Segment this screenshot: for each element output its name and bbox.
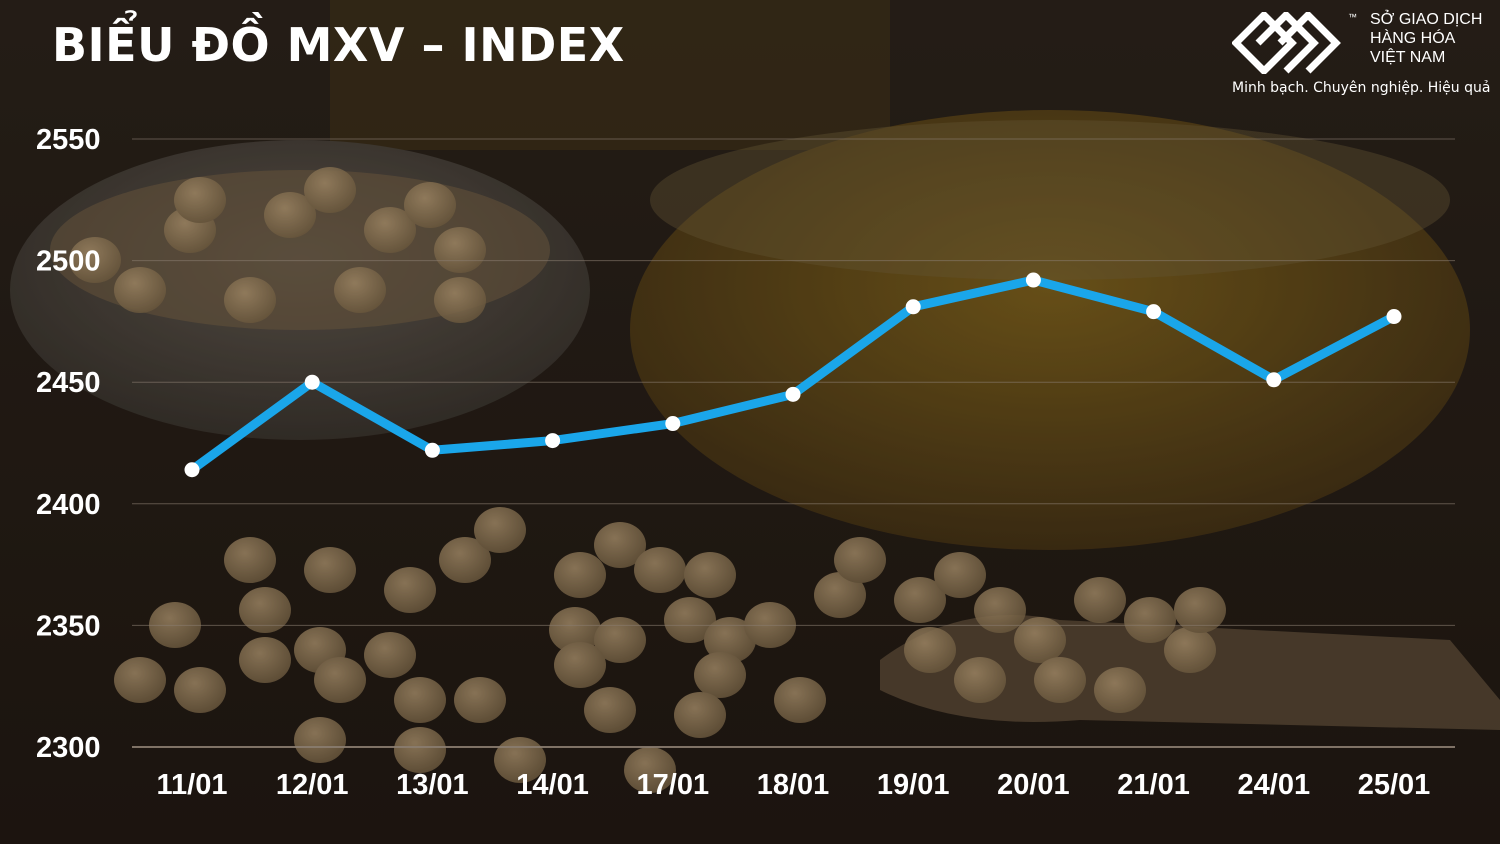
soybean-decoration xyxy=(894,577,946,623)
soybean-decoration xyxy=(294,717,346,763)
soybean-decoration xyxy=(1094,667,1146,713)
x-tick-label: 13/01 xyxy=(396,769,469,801)
x-tick-label: 17/01 xyxy=(637,769,710,801)
soybean-decoration xyxy=(494,737,546,783)
soybean-decoration xyxy=(174,667,226,713)
soybean-decoration xyxy=(1174,587,1226,633)
data-point xyxy=(1025,272,1041,288)
soybean-decoration xyxy=(264,192,316,238)
data-point xyxy=(545,433,561,449)
soybean-decoration xyxy=(174,177,226,223)
y-tick-label: 2400 xyxy=(36,489,101,521)
soybean-decoration xyxy=(694,652,746,698)
soybean-decoration xyxy=(554,552,606,598)
x-tick-label: 14/01 xyxy=(516,769,589,801)
soybean-decoration xyxy=(394,677,446,723)
x-tick-label: 20/01 xyxy=(997,769,1070,801)
soybean-decoration xyxy=(334,267,386,313)
soybean-decoration xyxy=(1164,627,1216,673)
soybean-decoration xyxy=(594,617,646,663)
y-tick-label: 2450 xyxy=(36,367,101,399)
x-tick-label: 19/01 xyxy=(877,769,950,801)
data-point xyxy=(304,374,320,390)
data-point xyxy=(1146,304,1162,320)
soybean-decoration xyxy=(364,632,416,678)
slogan: Minh bạch. Chuyên nghiệp. Hiệu quả xyxy=(1232,80,1491,96)
soybean-decoration xyxy=(624,747,676,793)
soybean-decoration xyxy=(474,507,526,553)
soybean-decoration xyxy=(239,587,291,633)
trademark-symbol: ™ xyxy=(1348,12,1357,22)
x-tick-label: 21/01 xyxy=(1117,769,1190,801)
x-tick-label: 18/01 xyxy=(757,769,830,801)
soybean-decoration xyxy=(634,547,686,593)
soybean-decoration xyxy=(584,687,636,733)
soybean-decoration xyxy=(664,597,716,643)
soybean-decoration xyxy=(1124,597,1176,643)
soybean-decoration xyxy=(684,552,736,598)
soybean-decoration xyxy=(1034,657,1086,703)
soybean-decoration xyxy=(814,572,866,618)
soybean-decoration xyxy=(954,657,1006,703)
data-point xyxy=(184,462,200,478)
data-point xyxy=(1266,372,1282,388)
soybean-decoration xyxy=(974,587,1026,633)
logo-mark-icon xyxy=(1232,12,1341,74)
soybean-decoration xyxy=(224,277,276,323)
organization-name: SỞ GIAO DỊCH HÀNG HÓA VIỆT NAM xyxy=(1370,11,1483,66)
soybean-decoration xyxy=(549,607,601,653)
soybean-decoration xyxy=(314,657,366,703)
soybean-decoration xyxy=(434,277,486,323)
soybean-decoration xyxy=(1014,617,1066,663)
soybean-decoration xyxy=(304,547,356,593)
chart-title: BIỂU ĐỒ MXV – INDEX xyxy=(52,18,625,72)
y-tick-label: 2300 xyxy=(36,732,101,764)
soybean-decoration xyxy=(304,167,356,213)
x-tick-label: 24/01 xyxy=(1238,769,1311,801)
soybean-decoration xyxy=(114,657,166,703)
soybean-decoration xyxy=(594,522,646,568)
soybean-decoration xyxy=(69,237,121,283)
series-line xyxy=(187,275,1399,475)
x-tick-label: 12/01 xyxy=(276,769,349,801)
soybean-decoration xyxy=(454,677,506,723)
x-tick-label: 25/01 xyxy=(1358,769,1431,801)
soybean-decoration xyxy=(384,567,436,613)
x-tick-label: 11/01 xyxy=(157,769,228,801)
company-logo: ™ SỞ GIAO DỊCH HÀNG HÓA VIỆT NAM Minh bạ… xyxy=(1232,10,1492,106)
soybean-decoration xyxy=(704,617,756,663)
y-tick-label: 2350 xyxy=(36,610,101,642)
data-point xyxy=(1386,309,1402,325)
soybean-decoration xyxy=(774,677,826,723)
soybean-decoration xyxy=(439,537,491,583)
y-tick-label: 2550 xyxy=(36,124,101,156)
data-point xyxy=(785,386,801,402)
data-point xyxy=(424,442,440,458)
soybean-decoration xyxy=(1074,577,1126,623)
soybean-decoration xyxy=(674,692,726,738)
soybean-decoration xyxy=(834,537,886,583)
soybean-decoration xyxy=(554,642,606,688)
soybean-decoration xyxy=(114,267,166,313)
soybean-decoration xyxy=(904,627,956,673)
soybean-decoration xyxy=(434,227,486,273)
soybean-decoration xyxy=(934,552,986,598)
soybean-decoration xyxy=(394,727,446,773)
y-tick-label: 2500 xyxy=(36,246,101,278)
data-point xyxy=(905,299,921,315)
soybean-decoration xyxy=(239,637,291,683)
data-point xyxy=(665,416,681,432)
soybean-decoration xyxy=(404,182,456,228)
soybean-decoration xyxy=(224,537,276,583)
soybean-decoration xyxy=(364,207,416,253)
